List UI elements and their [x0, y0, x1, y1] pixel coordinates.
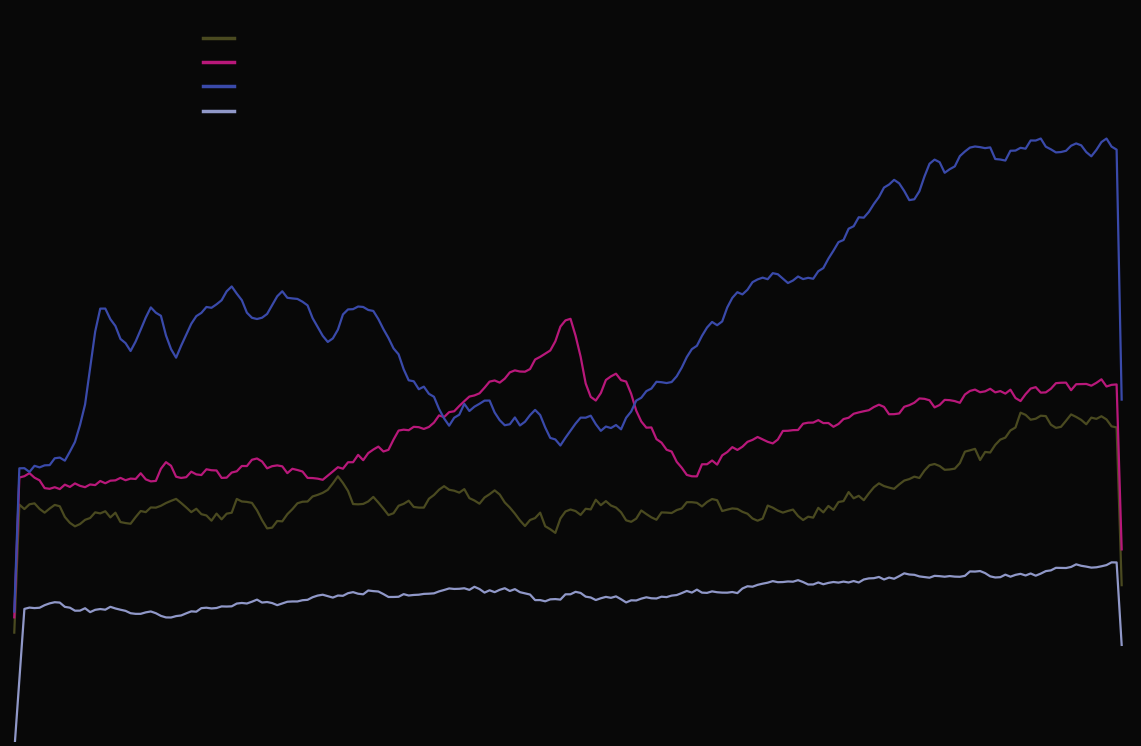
Legend: , , , : , , ,: [203, 33, 238, 119]
